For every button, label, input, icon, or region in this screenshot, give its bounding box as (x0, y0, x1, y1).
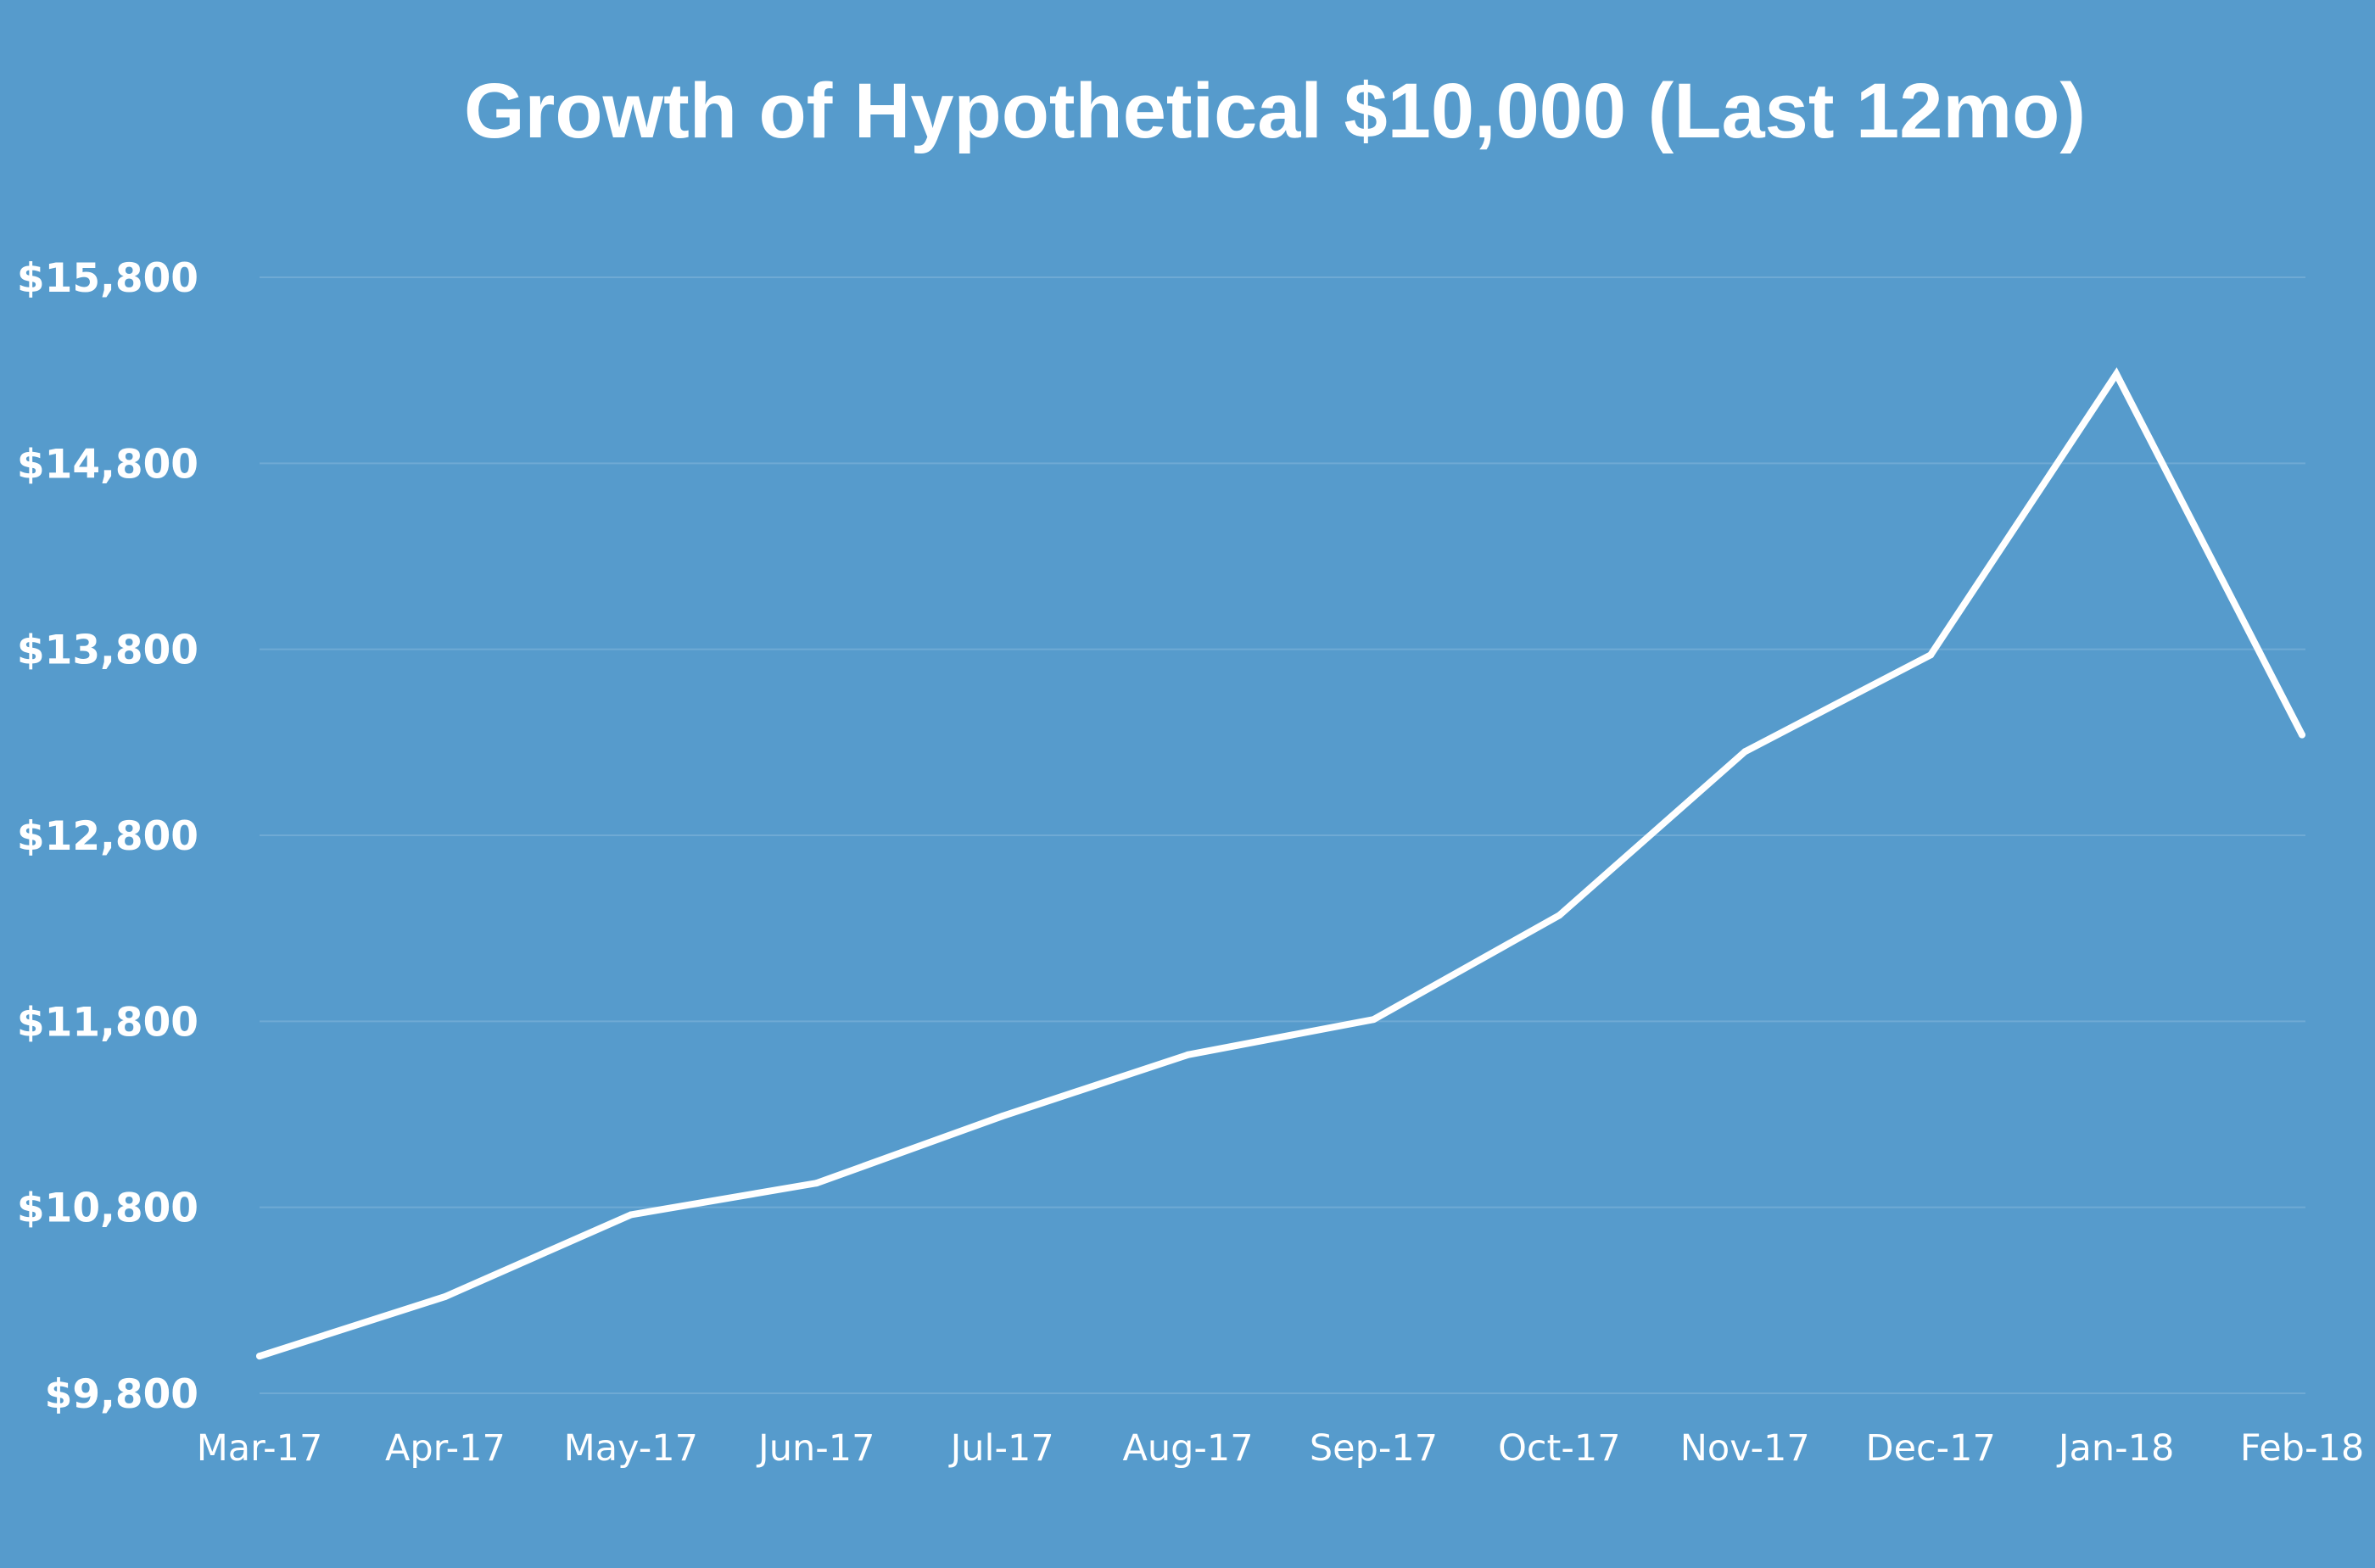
data-point (998, 1113, 1006, 1120)
y-tick-label: $14,800 (17, 441, 198, 488)
data-point (1370, 1016, 1378, 1024)
data-point (2113, 371, 2121, 378)
x-tick-label: Apr-17 (385, 1427, 506, 1470)
data-point (813, 1180, 820, 1187)
data-point (627, 1211, 634, 1219)
data-point (441, 1292, 449, 1300)
x-tick-label: Jun-17 (756, 1427, 875, 1470)
y-axis-tick-labels: $9,800 $10,800 $11,800 $12,800 $13,800 $14,80… (17, 255, 198, 1418)
chart-title: Growth of Hypothetical $10,000 (Last 12m… (464, 68, 2086, 154)
x-tick-label: Oct-17 (1498, 1427, 1621, 1470)
data-point (256, 1353, 263, 1360)
series-line (256, 367, 2305, 1360)
y-tick-label: $9,800 (45, 1371, 198, 1418)
x-tick-label: Mar-17 (197, 1427, 323, 1470)
x-tick-label: Dec-17 (1865, 1427, 1995, 1470)
x-tick-label: Jul-17 (948, 1427, 1054, 1470)
y-tick-label: $10,800 (17, 1186, 198, 1232)
x-tick-label: Jan-18 (2056, 1427, 2175, 1470)
x-tick-label: Feb-18 (2240, 1427, 2364, 1470)
y-tick-label: $12,800 (17, 813, 198, 860)
x-tick-label: Sep-17 (1310, 1427, 1438, 1470)
x-tick-label: May-17 (564, 1427, 698, 1470)
data-point (1556, 912, 1563, 919)
data-point (1184, 1051, 1192, 1058)
y-tick-label: $11,800 (17, 999, 198, 1046)
data-point (1927, 651, 1935, 659)
gridlines (260, 276, 2305, 1394)
series-group (256, 367, 2305, 1360)
data-point (1741, 748, 1749, 756)
x-axis-tick-labels: Mar-17 Apr-17 May-17 Jun-17 Jul-17 Aug-17 Sep-… (197, 1427, 2365, 1470)
y-tick-label: $13,800 (17, 628, 198, 674)
y-tick-label: $15,800 (17, 255, 198, 302)
x-tick-label: Nov-17 (1680, 1427, 1810, 1470)
data-point (2299, 731, 2305, 739)
x-tick-label: Aug-17 (1122, 1427, 1253, 1470)
